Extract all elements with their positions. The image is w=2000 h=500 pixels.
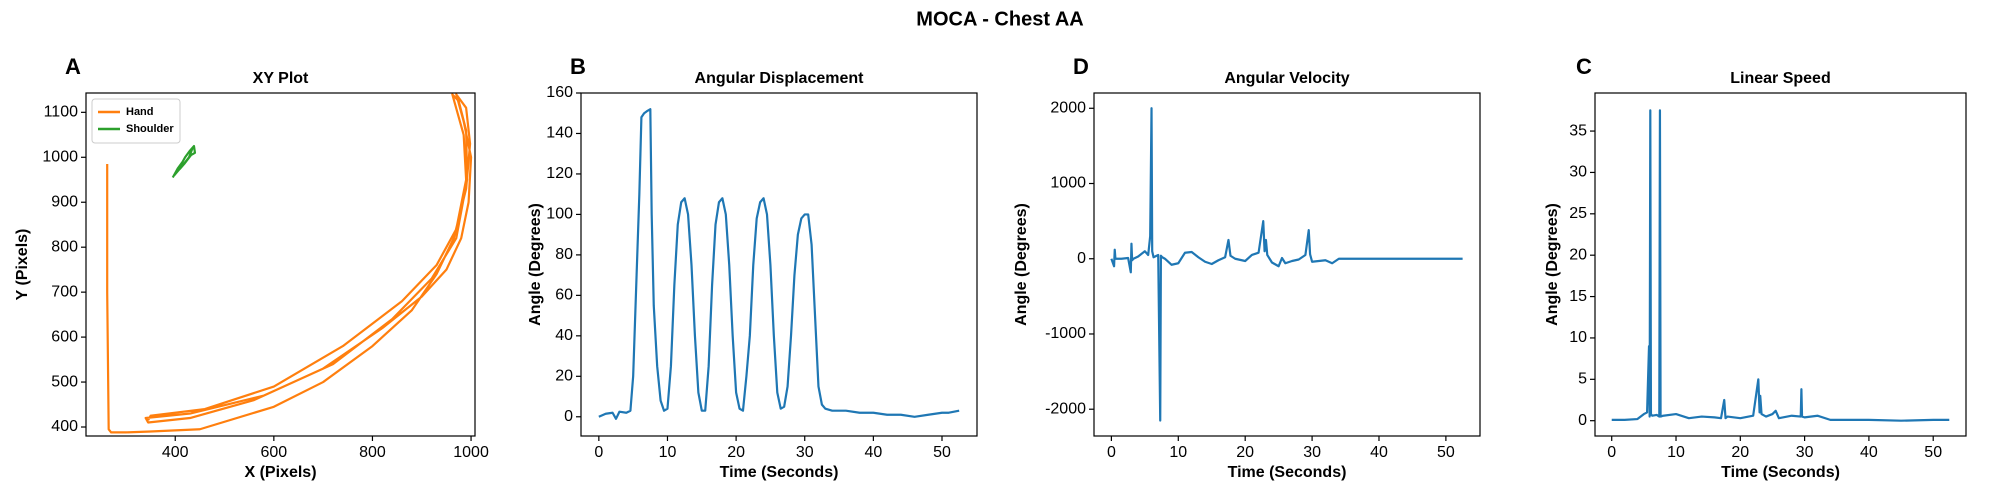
subplot: 0 10 20 30 40 50 -2000 -1000 0 1000 2000 Angular Ve… <box>1013 54 1481 481</box>
x-tick-label: 10 <box>1667 444 1685 461</box>
y-tick-label: 400 <box>51 418 78 435</box>
y-tick-label: 800 <box>51 238 78 255</box>
subplot: 0 10 20 30 40 50 0 5 10 15 20 25 30 35 Linear Speed C Ti… <box>1544 54 1967 481</box>
x-tick-label: 0 <box>1107 444 1116 461</box>
y-tick-label: 0 <box>1077 250 1086 267</box>
y-tick-label: 10 <box>1569 329 1587 346</box>
plot-area <box>106 93 473 434</box>
subplot: 0 10 20 30 40 50 0 20 40 60 80 100 120 140 160 Angular … <box>527 54 978 481</box>
x-axis-label: Time (Seconds) <box>1721 464 1840 481</box>
x-tick-label: 10 <box>659 444 677 461</box>
y-axis-label: Angle (Degrees) <box>527 203 544 326</box>
y-tick-label: 120 <box>546 165 573 182</box>
legend-box <box>91 98 181 144</box>
y-tick-label: 40 <box>555 327 573 344</box>
x-axis-label: Time (Seconds) <box>1228 464 1347 481</box>
y-tick-label: 1000 <box>42 149 78 166</box>
data-line <box>598 108 960 420</box>
figure-title: MOCA - Chest AA <box>916 8 1083 30</box>
x-tick-label: 1000 <box>453 444 489 461</box>
data-line <box>106 93 473 434</box>
data-line <box>1611 109 1950 422</box>
y-axis-label: Angle (Degrees) <box>1013 203 1030 326</box>
x-axis-label: X (Pixels) <box>244 464 316 481</box>
y-tick-label: 600 <box>51 328 78 345</box>
legend: Hand Shoulder <box>91 98 181 144</box>
y-tick-label: 15 <box>1569 288 1587 305</box>
panel-label: D <box>1073 54 1089 79</box>
y-tick-label: 500 <box>51 373 78 390</box>
y-tick-label: 0 <box>1578 412 1587 429</box>
axes-frame <box>580 92 978 437</box>
x-tick-label: 400 <box>162 444 189 461</box>
x-tick-label: 30 <box>1303 444 1321 461</box>
y-tick-label: 0 <box>564 408 573 425</box>
y-tick-label: 1100 <box>44 104 79 121</box>
y-tick-label: 25 <box>1569 205 1587 222</box>
x-tick-label: 600 <box>260 444 287 461</box>
data-line <box>1110 107 1463 422</box>
y-tick-label: 100 <box>546 206 573 223</box>
y-tick-label: 140 <box>546 125 573 142</box>
x-axis-label: Time (Seconds) <box>720 464 839 481</box>
legend-label: Hand <box>126 106 154 118</box>
plot-area <box>1611 109 1950 422</box>
x-tick-label: 0 <box>1607 444 1616 461</box>
y-tick-label: 20 <box>555 368 573 385</box>
axes-frame <box>1093 92 1481 437</box>
x-tick-label: 20 <box>1731 444 1749 461</box>
x-tick-label: 10 <box>1169 444 1187 461</box>
y-tick-label: 700 <box>51 283 78 300</box>
axes-frame <box>85 92 476 437</box>
x-tick-label: 20 <box>1236 444 1254 461</box>
y-tick-label: 1000 <box>1050 175 1086 192</box>
y-tick-label: -2000 <box>1045 400 1086 417</box>
x-tick-label: 20 <box>727 444 745 461</box>
subplot-title: Angular Displacement <box>695 70 865 87</box>
y-axis-label: Angle (Degrees) <box>1544 203 1561 326</box>
subplot-title: XY Plot <box>253 70 309 87</box>
panel-label: A <box>65 54 81 79</box>
y-tick-label: 900 <box>51 193 78 210</box>
x-tick-label: 800 <box>359 444 386 461</box>
plot-area <box>1110 107 1463 422</box>
x-tick-label: 50 <box>933 444 951 461</box>
axes-frame <box>1594 92 1967 437</box>
y-tick-label: 30 <box>1569 164 1587 181</box>
x-tick-label: 30 <box>1796 444 1814 461</box>
plot-area <box>598 108 960 420</box>
y-axis-label: Y (Pixels) <box>14 229 31 301</box>
x-tick-label: 40 <box>864 444 882 461</box>
subplot-title: Linear Speed <box>1730 70 1830 87</box>
panel-label: C <box>1576 54 1592 79</box>
y-tick-label: 2000 <box>1050 99 1086 116</box>
y-tick-label: 20 <box>1569 246 1587 263</box>
x-tick-label: 30 <box>796 444 814 461</box>
legend-label: Shoulder <box>126 123 174 135</box>
y-tick-label: 60 <box>555 287 573 304</box>
x-tick-label: 50 <box>1924 444 1942 461</box>
y-tick-label: 80 <box>555 246 573 263</box>
y-tick-label: 5 <box>1578 371 1587 388</box>
panel-label: B <box>570 54 586 79</box>
subplot: 400 600 800 1000 400 500 600 700 800 900 1000 1100 X… <box>14 54 489 481</box>
y-tick-label: 35 <box>1569 122 1587 139</box>
x-tick-label: 40 <box>1370 444 1388 461</box>
x-tick-label: 40 <box>1860 444 1878 461</box>
x-tick-label: 0 <box>594 444 603 461</box>
y-tick-label: 160 <box>546 84 573 101</box>
subplot-title: Angular Velocity <box>1224 70 1349 87</box>
x-tick-label: 50 <box>1437 444 1455 461</box>
y-tick-label: -1000 <box>1045 325 1086 342</box>
data-line <box>171 144 197 179</box>
